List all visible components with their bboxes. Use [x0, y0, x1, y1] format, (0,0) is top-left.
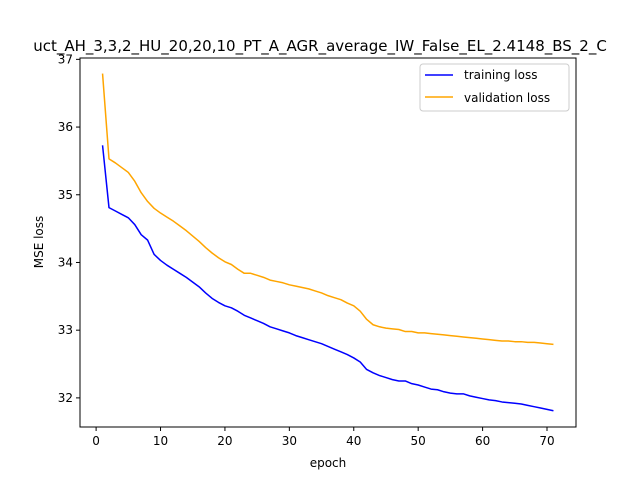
x-tick-label: 60 — [475, 434, 490, 448]
series-line-training-loss — [101, 145, 554, 412]
y-tick-label: 36 — [58, 120, 73, 134]
x-axis-ticks: 0 10 20 30 40 50 60 70 — [92, 427, 555, 448]
x-tick-label: 70 — [539, 434, 554, 448]
plot-frame — [79, 57, 577, 428]
series-layer — [101, 73, 554, 412]
y-axis-label: MSE loss — [32, 216, 46, 269]
y-tick-label: 37 — [58, 52, 73, 66]
x-tick-label: 20 — [217, 434, 232, 448]
y-tick-label: 32 — [58, 391, 73, 405]
plot-area: 0 10 20 30 40 50 60 70 32 33 34 35 36 37 — [58, 52, 577, 448]
y-axis-ticks: 32 33 34 35 36 37 — [58, 52, 80, 405]
y-tick-label: 35 — [58, 188, 73, 202]
legend: training loss validation loss — [419, 63, 570, 112]
x-axis-label: epoch — [310, 456, 347, 470]
legend-label-validation: validation loss — [464, 91, 550, 105]
x-tick-label: 10 — [153, 434, 168, 448]
legend-box — [419, 63, 570, 112]
legend-label-training: training loss — [464, 68, 537, 82]
y-tick-label: 34 — [58, 255, 73, 269]
x-tick-label: 30 — [282, 434, 297, 448]
x-tick-label: 0 — [92, 434, 100, 448]
y-tick-label: 33 — [58, 323, 73, 337]
series-line-validation-loss — [101, 73, 554, 346]
x-tick-label: 50 — [411, 434, 426, 448]
chart-title: uct_AH_3,3,2_HU_20,20,10_PT_A_AGR_averag… — [33, 37, 607, 56]
x-tick-label: 40 — [346, 434, 361, 448]
